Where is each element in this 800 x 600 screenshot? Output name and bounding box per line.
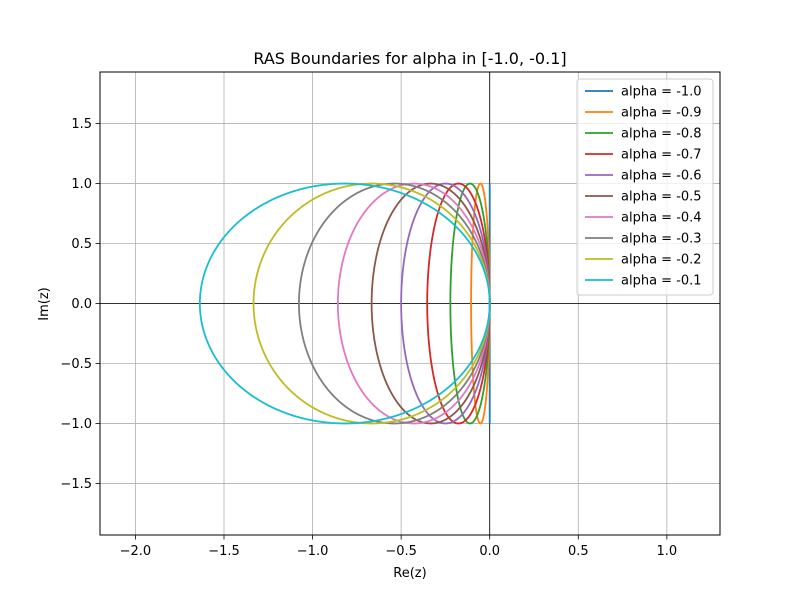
legend-entry-label: alpha = -0.6 <box>621 169 702 184</box>
series-line-8 <box>298 182 491 425</box>
y-tick-label: 1.0 <box>71 177 92 192</box>
x-tick-label: −1.5 <box>208 544 240 559</box>
x-tick-label: −2.0 <box>120 544 152 559</box>
legend-entry-label: alpha = -0.8 <box>621 127 702 142</box>
series-line-2 <box>470 182 491 425</box>
y-axis-label: Im(z) <box>37 287 52 320</box>
y-tick-label: −0.5 <box>60 357 92 372</box>
y-axis-ticks: −1.5 −1.0 −0.5 0.0 0.5 1.0 1.5 <box>60 117 100 492</box>
series-line-7 <box>336 182 491 425</box>
y-tick-label: 1.5 <box>71 117 92 132</box>
x-tick-label: −0.5 <box>385 544 417 559</box>
y-tick-label: 0.0 <box>71 297 92 312</box>
series-line-5 <box>400 182 491 425</box>
legend: alpha = -1.0 alpha = -0.9 alpha = -0.8 alph… <box>576 78 714 296</box>
series-line-4 <box>426 182 491 425</box>
y-tick-label: −1.0 <box>60 417 92 432</box>
x-tick-label: −1.0 <box>297 544 329 559</box>
series-line-3 <box>449 182 491 425</box>
x-tick-label: 0.0 <box>479 544 500 559</box>
x-axis-ticks: −2.0 −1.5 −1.0 −0.5 0.0 0.5 1.0 <box>120 535 678 559</box>
legend-entry-label: alpha = -0.4 <box>621 211 702 226</box>
y-tick-label: −1.5 <box>60 477 92 492</box>
x-tick-label: 0.5 <box>568 544 589 559</box>
x-tick-label: 1.0 <box>657 544 678 559</box>
legend-entry-label: alpha = -0.9 <box>621 106 702 121</box>
x-axis-label: Re(z) <box>393 566 426 581</box>
series-line-6 <box>370 182 491 425</box>
legend-entry-label: alpha = -1.0 <box>621 85 702 100</box>
y-tick-label: 0.5 <box>71 237 92 252</box>
series-line-10 <box>198 182 491 425</box>
legend-entry-label: alpha = -0.2 <box>621 253 702 268</box>
legend-entry-label: alpha = -0.7 <box>621 148 702 163</box>
series-line-9 <box>252 182 491 425</box>
chart-title: RAS Boundaries for alpha in [-1.0, -0.1] <box>253 49 566 68</box>
legend-entry-label: alpha = -0.1 <box>621 274 702 289</box>
legend-entry-label: alpha = -0.3 <box>621 232 702 247</box>
series-layer <box>198 182 491 425</box>
legend-entry-label: alpha = -0.5 <box>621 190 702 205</box>
